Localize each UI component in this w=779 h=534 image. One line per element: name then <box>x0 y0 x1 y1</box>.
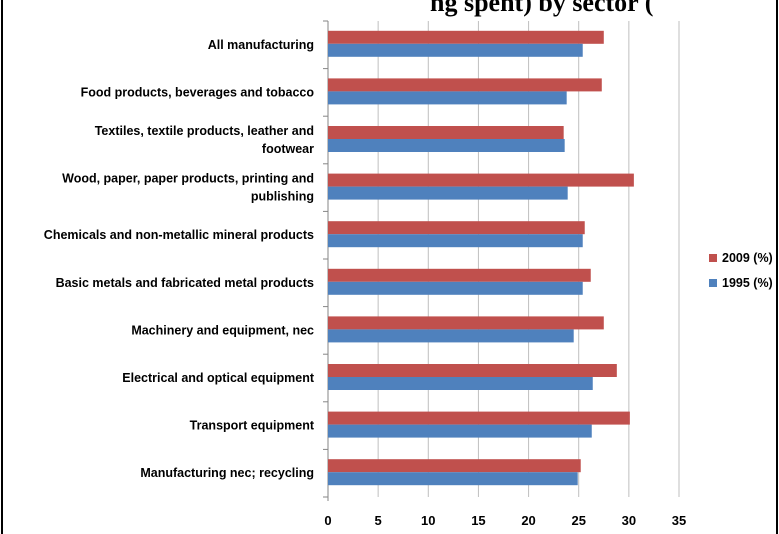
x-tick-label: 5 <box>375 513 382 528</box>
legend-swatch <box>709 279 717 287</box>
x-tick-label: 20 <box>521 513 535 528</box>
x-tick-label: 15 <box>471 513 485 528</box>
bar-series-1 <box>328 316 604 330</box>
frame-right-border <box>776 0 778 534</box>
x-tick-label: 10 <box>421 513 435 528</box>
bar-series-2 <box>328 186 568 200</box>
legend-label: 2009 (%) <box>722 251 773 265</box>
bar-series-1 <box>328 221 585 235</box>
category-label: footwear <box>262 142 314 156</box>
x-tick-label: 30 <box>622 513 636 528</box>
category-label: Wood, paper, paper products, printing an… <box>62 172 314 186</box>
bar-series-1 <box>328 364 617 377</box>
category-label: Transport equipment <box>190 419 315 433</box>
bar-series-1 <box>328 268 591 282</box>
legend-label: 1995 (%) <box>722 276 773 290</box>
category-label: Food products, beverages and tobacco <box>81 85 315 99</box>
legend-swatch <box>709 254 717 262</box>
bar-series-2 <box>328 234 583 248</box>
category-label: publishing <box>251 190 314 204</box>
bar-series-1 <box>328 459 581 473</box>
bar-series-2 <box>328 424 592 438</box>
bar-series-1 <box>328 30 604 44</box>
category-label: Chemicals and non-metallic mineral produ… <box>44 228 314 242</box>
bar-series-2 <box>328 329 574 343</box>
bar-series-2 <box>328 139 565 152</box>
bar-series-2 <box>328 377 593 390</box>
category-label: Manufacturing nec; recycling <box>140 466 314 480</box>
bar-series-1 <box>328 126 564 139</box>
category-label: Textiles, textile products, leather and <box>95 124 314 138</box>
bar-series-2 <box>328 91 567 105</box>
bar-series-1 <box>328 411 630 425</box>
chart-title-fragment: ng spent) by sector ( <box>430 0 654 17</box>
x-tick-label: 35 <box>672 513 686 528</box>
category-label: Electrical and optical equipment <box>122 371 315 385</box>
bar-series-1 <box>328 173 634 187</box>
bar-series-2 <box>328 472 578 486</box>
frame-left-border <box>1 0 3 534</box>
category-label: Basic metals and fabricated metal produc… <box>56 276 314 290</box>
bar-series-1 <box>328 78 602 92</box>
category-label: Machinery and equipment, nec <box>131 323 314 337</box>
x-tick-label: 0 <box>324 513 331 528</box>
bar-series-2 <box>328 43 583 57</box>
bar-series-2 <box>328 281 583 295</box>
x-tick-label: 25 <box>571 513 585 528</box>
category-label: All manufacturing <box>208 38 314 52</box>
